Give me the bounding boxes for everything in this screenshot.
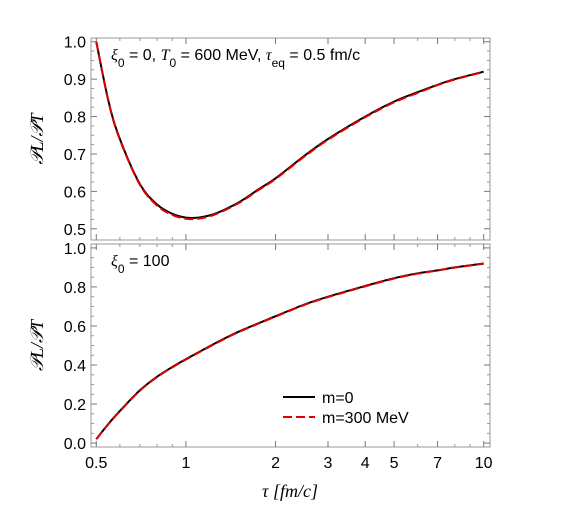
- series-line-m0: [95, 262, 484, 440]
- y-tick-label: 1.0: [64, 241, 86, 258]
- x-tick-label: 4: [361, 455, 370, 472]
- plot-frame: [90, 37, 491, 241]
- series-line-m300: [95, 262, 484, 440]
- y-tick-label: 0.6: [64, 319, 86, 336]
- y-tick-label: 0.8: [64, 280, 86, 297]
- legend-label: m=300 MeV: [322, 410, 409, 427]
- y-axis-label: 𝒫L/𝒫T: [27, 112, 47, 165]
- x-tick-label: 2: [271, 455, 280, 472]
- y-tick-label: 0.4: [64, 358, 86, 375]
- x-tick-label: 3: [324, 455, 333, 472]
- y-tick-label: 0.9: [64, 72, 86, 89]
- x-tick-label: 0.5: [85, 455, 107, 472]
- legend-label: m=0: [322, 390, 354, 407]
- panel-annotation: ξ0 = 100: [111, 253, 170, 276]
- y-tick-label: 0.2: [64, 397, 86, 414]
- series-line-m0: [95, 41, 484, 220]
- bottom-panel: 0.0 0.2 0.4 0.6 0.8 1.0 0.5 1 2 3 4 5 7 10 𝒫L/𝒫T ξ0 = 1…: [27, 241, 493, 472]
- panel-annotation: ξ0 = 0, T0 = 600 MeV, τeq = 0.5 fm/c: [111, 47, 360, 70]
- top-panel: 0.5 0.6 0.7 0.8 0.9 1.0 𝒫L/𝒫T ξ0 = 0, T0 = 600 …: [27, 35, 491, 241]
- y-axis-label: 𝒫L/𝒫T: [27, 318, 47, 371]
- y-tick-label: 0.5: [64, 222, 86, 239]
- y-tick-label: 0.8: [64, 110, 86, 127]
- y-tick-label: 1.0: [64, 35, 86, 52]
- x-tick-label: 7: [433, 455, 442, 472]
- x-tick-label: 1: [181, 455, 190, 472]
- x-tick-label: 5: [390, 455, 399, 472]
- y-tick-label: 0.0: [64, 436, 86, 453]
- series-line-m300: [95, 41, 484, 221]
- x-axis-label: τ [fm/c]: [262, 481, 318, 501]
- y-tick-label: 0.7: [64, 147, 86, 164]
- x-tick-label: 10: [475, 455, 493, 472]
- y-tick-label: 0.6: [64, 184, 86, 201]
